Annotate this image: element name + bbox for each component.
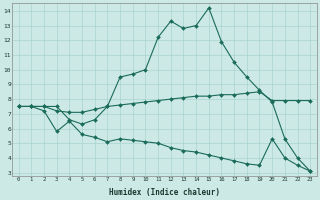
X-axis label: Humidex (Indice chaleur): Humidex (Indice chaleur)	[109, 188, 220, 197]
